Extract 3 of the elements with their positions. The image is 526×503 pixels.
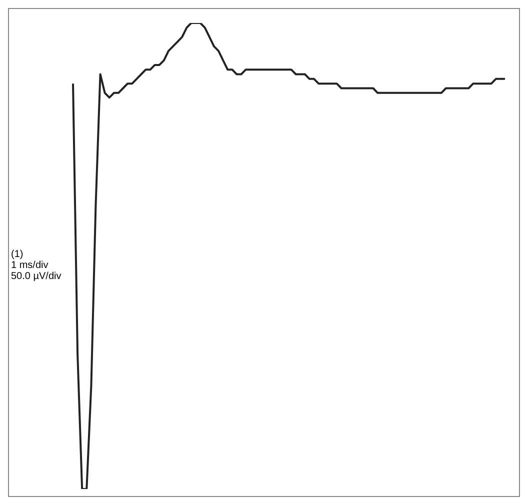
- text: 1 ms/div: [11, 260, 50, 271]
- text: (1): [11, 249, 24, 260]
- text: 50.0 µV/div: [11, 271, 62, 282]
